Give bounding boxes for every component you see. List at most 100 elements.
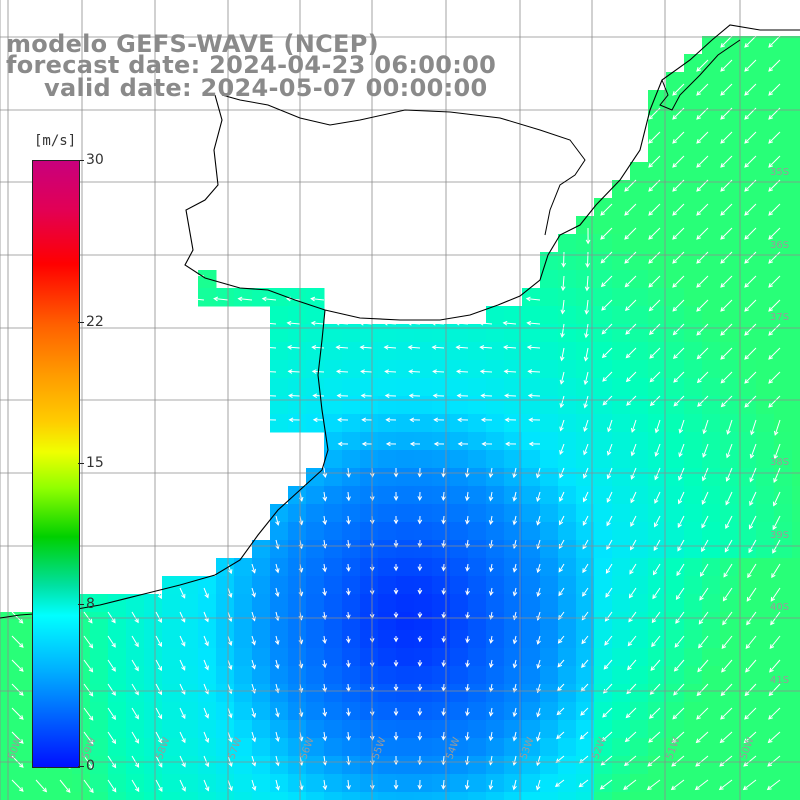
wind-arrow bbox=[227, 779, 233, 792]
wind-speed-cell bbox=[576, 612, 595, 631]
wind-speed-cell bbox=[720, 540, 739, 559]
wind-arrow bbox=[536, 515, 541, 526]
wind-arrow bbox=[725, 443, 733, 459]
wind-speed-cell bbox=[522, 540, 541, 559]
wind-speed-cell bbox=[360, 666, 379, 685]
wind-arrow bbox=[651, 635, 661, 648]
wind-arrow bbox=[696, 323, 709, 336]
wind-speed-cell bbox=[468, 468, 487, 487]
wind-arrow bbox=[771, 563, 781, 579]
wind-arrow bbox=[263, 393, 277, 399]
wind-speed-cell bbox=[774, 612, 793, 631]
wind-arrow bbox=[725, 467, 733, 482]
wind-speed-cell bbox=[252, 648, 271, 667]
wind-speed-cell bbox=[666, 270, 685, 289]
wind-speed-cell bbox=[522, 486, 541, 505]
wind-arrow bbox=[742, 779, 757, 791]
wind-speed-cell bbox=[612, 792, 631, 800]
wind-arrow bbox=[417, 707, 423, 716]
wind-arrow bbox=[694, 779, 709, 791]
wind-arrow bbox=[744, 35, 757, 48]
wind-speed-cell bbox=[414, 594, 433, 613]
wind-speed-cell bbox=[540, 756, 559, 775]
wind-speed-cell bbox=[270, 594, 289, 613]
wind-speed-cell bbox=[360, 378, 379, 397]
wind-speed-cell bbox=[774, 468, 793, 487]
wind-speed-cell bbox=[342, 414, 361, 433]
wind-speed-cell bbox=[270, 684, 289, 703]
wind-arrow bbox=[441, 707, 447, 717]
wind-speed-cell bbox=[234, 558, 253, 577]
wind-arrow bbox=[601, 299, 613, 311]
wind-speed-cell bbox=[576, 792, 595, 800]
wind-arrow bbox=[251, 707, 257, 719]
wind-speed-cell bbox=[252, 756, 271, 775]
wind-arrow bbox=[671, 755, 685, 767]
wind-speed-cell bbox=[684, 594, 703, 613]
wind-speed-cell bbox=[342, 630, 361, 649]
wind-speed-cell bbox=[612, 612, 631, 631]
wind-speed-cell bbox=[648, 216, 667, 235]
wind-speed-cell bbox=[270, 396, 289, 415]
wind-speed-cell bbox=[612, 702, 631, 721]
wind-arrow bbox=[701, 491, 709, 505]
wind-speed-cell bbox=[504, 504, 523, 523]
wind-speed-cell bbox=[144, 648, 163, 667]
wind-speed-cell bbox=[306, 720, 325, 739]
wind-speed-cell bbox=[702, 558, 721, 577]
wind-arrow bbox=[554, 779, 565, 787]
wind-speed-cell bbox=[576, 666, 595, 685]
wind-speed-cell bbox=[378, 360, 397, 379]
wind-arrow bbox=[262, 320, 277, 326]
wind-arrow bbox=[203, 611, 209, 623]
wind-speed-cell bbox=[612, 378, 631, 397]
wind-arrow bbox=[384, 393, 397, 399]
wind-arrow bbox=[237, 296, 253, 302]
wind-arrow bbox=[393, 563, 399, 572]
wind-arrow bbox=[701, 539, 709, 553]
wind-speed-cell bbox=[0, 684, 19, 703]
wind-arrow bbox=[107, 659, 116, 672]
wind-speed-cell bbox=[630, 450, 649, 469]
wind-speed-cell bbox=[630, 720, 649, 739]
wind-arrow bbox=[393, 515, 399, 525]
wind-speed-cell bbox=[108, 684, 127, 703]
wind-speed-cell bbox=[522, 450, 541, 469]
wind-speed-cell bbox=[792, 540, 800, 559]
wind-speed-cell bbox=[684, 522, 703, 541]
wind-arrow bbox=[441, 515, 446, 525]
wind-speed-cell bbox=[648, 666, 667, 685]
wind-speed-cell bbox=[324, 684, 343, 703]
wind-speed-cell bbox=[18, 630, 37, 649]
wind-speed-cell bbox=[648, 504, 667, 523]
wind-speed-cell bbox=[792, 486, 800, 505]
wind-speed-cell bbox=[342, 792, 361, 800]
wind-speed-cell bbox=[612, 684, 631, 703]
wind-speed-cell bbox=[774, 792, 793, 800]
wind-arrow bbox=[580, 707, 589, 716]
wind-speed-cell bbox=[648, 774, 667, 793]
wind-speed-cell bbox=[450, 702, 469, 721]
wind-arrow bbox=[720, 131, 733, 144]
wind-speed-cell bbox=[738, 414, 757, 433]
wind-arrow bbox=[675, 587, 685, 601]
wind-speed-cell bbox=[378, 504, 397, 523]
wind-arrow bbox=[322, 707, 328, 717]
wind-speed-cell bbox=[396, 432, 415, 451]
wind-arrow bbox=[287, 369, 301, 374]
wind-speed-cell bbox=[756, 486, 775, 505]
wind-speed-cell bbox=[666, 594, 685, 613]
wind-speed-cell bbox=[486, 738, 505, 757]
wind-speed-cell bbox=[108, 702, 127, 721]
wind-speed-cell bbox=[378, 666, 397, 685]
wind-speed-cell bbox=[468, 576, 487, 595]
legend-unit-label: [m/s] bbox=[34, 133, 77, 149]
wind-speed-cell bbox=[630, 252, 649, 271]
wind-speed-cell bbox=[594, 342, 613, 361]
wind-speed-cell bbox=[774, 270, 793, 289]
wind-speed-cell bbox=[720, 144, 739, 163]
wind-speed-cell bbox=[468, 486, 487, 505]
wind-speed-cell bbox=[270, 540, 289, 559]
wind-arrow bbox=[702, 443, 709, 458]
wind-speed-cell bbox=[270, 288, 289, 307]
